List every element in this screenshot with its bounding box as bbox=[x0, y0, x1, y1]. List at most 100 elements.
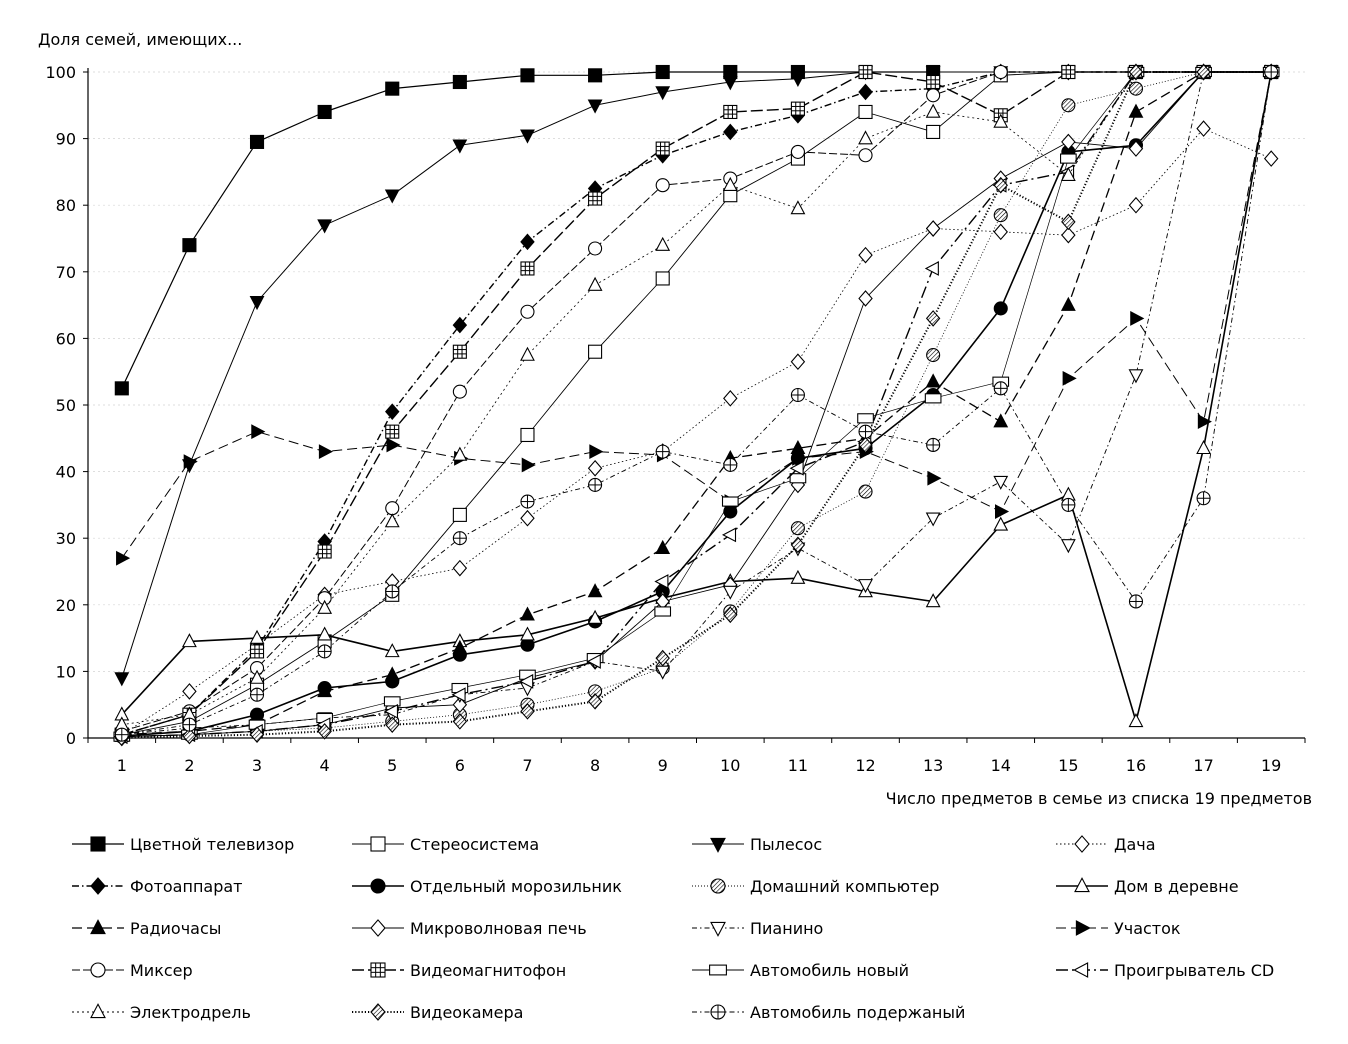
x-tick-label-11: 11 bbox=[788, 756, 808, 775]
series-16-line bbox=[121, 71, 1272, 738]
series-18-point-3 bbox=[249, 726, 265, 743]
series-11-point-15 bbox=[1060, 539, 1076, 554]
series-16-point-11 bbox=[789, 460, 804, 476]
series-1-point-7 bbox=[520, 68, 535, 83]
series-13-point-14 bbox=[993, 64, 1008, 80]
series-1-point-5 bbox=[385, 81, 400, 96]
legend-marker-4 bbox=[1074, 835, 1090, 853]
series-14-point-5 bbox=[385, 424, 400, 439]
series-3-point-5 bbox=[384, 189, 400, 204]
series-10-point-12 bbox=[858, 290, 873, 307]
series-4-point-14 bbox=[993, 223, 1008, 241]
legend-label-9: Радиочасы bbox=[130, 919, 221, 938]
series-17-point-12 bbox=[858, 130, 873, 145]
series-9-point-4 bbox=[317, 683, 333, 698]
series-12-point-4 bbox=[318, 444, 333, 460]
legend-label-4: Дача bbox=[1114, 835, 1156, 854]
series-8-point-11 bbox=[790, 569, 806, 584]
series-18-line bbox=[121, 71, 1272, 739]
series-13-point-5 bbox=[385, 501, 400, 516]
series-17-point-5 bbox=[384, 513, 400, 528]
legend-item-2: Стереосистема bbox=[352, 835, 539, 854]
series-3-point-10 bbox=[722, 76, 738, 91]
series-8-point-8 bbox=[587, 609, 603, 624]
series-11-point-14 bbox=[993, 475, 1009, 490]
series-13-point-8 bbox=[588, 241, 603, 256]
series-1-point-9 bbox=[655, 64, 670, 80]
series-10-point-15 bbox=[1061, 133, 1076, 151]
series-16-point-9 bbox=[654, 574, 669, 589]
series-4-point-7 bbox=[520, 509, 535, 527]
legend-item-16: Проигрыватель CD bbox=[1056, 961, 1274, 980]
series-17 bbox=[114, 63, 1279, 731]
series-2-point-9 bbox=[655, 271, 670, 286]
series-14-point-15 bbox=[1061, 64, 1076, 80]
series-5-line bbox=[121, 71, 1272, 736]
series-18-point-11 bbox=[790, 536, 806, 554]
series-8-point-13 bbox=[925, 593, 941, 608]
series-17-point-13 bbox=[925, 103, 941, 118]
series-17-point-11 bbox=[790, 200, 806, 215]
series-18 bbox=[114, 63, 1279, 747]
legend-marker-10 bbox=[370, 919, 386, 937]
series-9-point-5 bbox=[384, 666, 400, 681]
series-17-point-7 bbox=[520, 346, 535, 361]
series-15-point-5 bbox=[383, 696, 401, 707]
series-8 bbox=[114, 63, 1279, 728]
series-10-point-13 bbox=[925, 220, 941, 237]
x-tick-label-8: 8 bbox=[590, 756, 600, 775]
series-9-point-13 bbox=[925, 373, 941, 388]
legend-item-6: Отдельный морозильник bbox=[352, 877, 622, 896]
legend-item-4: Дача bbox=[1056, 835, 1156, 854]
series-18-point-8 bbox=[587, 693, 603, 710]
series-3-point-9 bbox=[655, 86, 671, 101]
series-16-point-7 bbox=[519, 673, 534, 689]
series-2-point-13 bbox=[926, 124, 941, 139]
series-12-point-13 bbox=[927, 470, 942, 486]
y-tick-label-10: 10 bbox=[56, 662, 76, 681]
series-4-point-11 bbox=[790, 353, 806, 371]
legend-item-9: Радиочасы bbox=[72, 919, 221, 938]
x-tick-label-10: 10 bbox=[720, 756, 740, 775]
legend-label-12: Участок bbox=[1114, 919, 1181, 938]
series-18-point-17 bbox=[1196, 63, 1211, 81]
series-18-point-15 bbox=[1061, 213, 1076, 231]
series-1-line bbox=[121, 71, 934, 389]
series-7-point-11 bbox=[790, 521, 805, 536]
x-tick-label-15: 15 bbox=[1058, 756, 1078, 775]
series-4-point-17 bbox=[1196, 120, 1211, 137]
series-18-point-12 bbox=[858, 436, 873, 454]
series-10-point-16 bbox=[1128, 140, 1144, 157]
series-15-point-12 bbox=[857, 413, 874, 424]
legend-marker-11 bbox=[710, 921, 726, 937]
legend-marker-7 bbox=[710, 878, 726, 894]
legend-item-17: Электродрель bbox=[72, 1003, 251, 1022]
legend-item-14: Видеомагнитофон bbox=[352, 961, 566, 980]
legend-marker-14 bbox=[370, 962, 386, 978]
legend-item-18: Видеокамера bbox=[352, 1003, 523, 1022]
x-tick-label-7: 7 bbox=[522, 756, 532, 775]
series-9-point-7 bbox=[520, 606, 535, 621]
x-tick-label-13: 13 bbox=[923, 756, 943, 775]
series-6-point-14 bbox=[993, 301, 1008, 316]
series-19 bbox=[114, 64, 1279, 742]
series-1-point-8 bbox=[588, 68, 603, 83]
legend-marker-5 bbox=[90, 877, 106, 895]
series-18-point-16 bbox=[1128, 63, 1144, 81]
series-14-line bbox=[121, 71, 1272, 736]
series-15-point-10 bbox=[721, 496, 739, 507]
series-15-point-13 bbox=[924, 393, 942, 404]
series-8-point-2 bbox=[182, 633, 197, 648]
series-18-point-10 bbox=[723, 606, 738, 624]
series-1-point-4 bbox=[317, 104, 332, 120]
series-18-point-9 bbox=[655, 649, 670, 667]
series-18-point-4 bbox=[317, 723, 332, 740]
legend-marker-9 bbox=[90, 919, 106, 935]
series-12-line bbox=[121, 71, 1272, 559]
series-14-point-10 bbox=[723, 104, 738, 120]
series-15-point-9 bbox=[654, 606, 672, 617]
legend-label-16: Проигрыватель CD bbox=[1114, 961, 1274, 980]
series-9-point-11 bbox=[790, 439, 806, 455]
x-tick-label-2: 2 bbox=[184, 756, 194, 775]
